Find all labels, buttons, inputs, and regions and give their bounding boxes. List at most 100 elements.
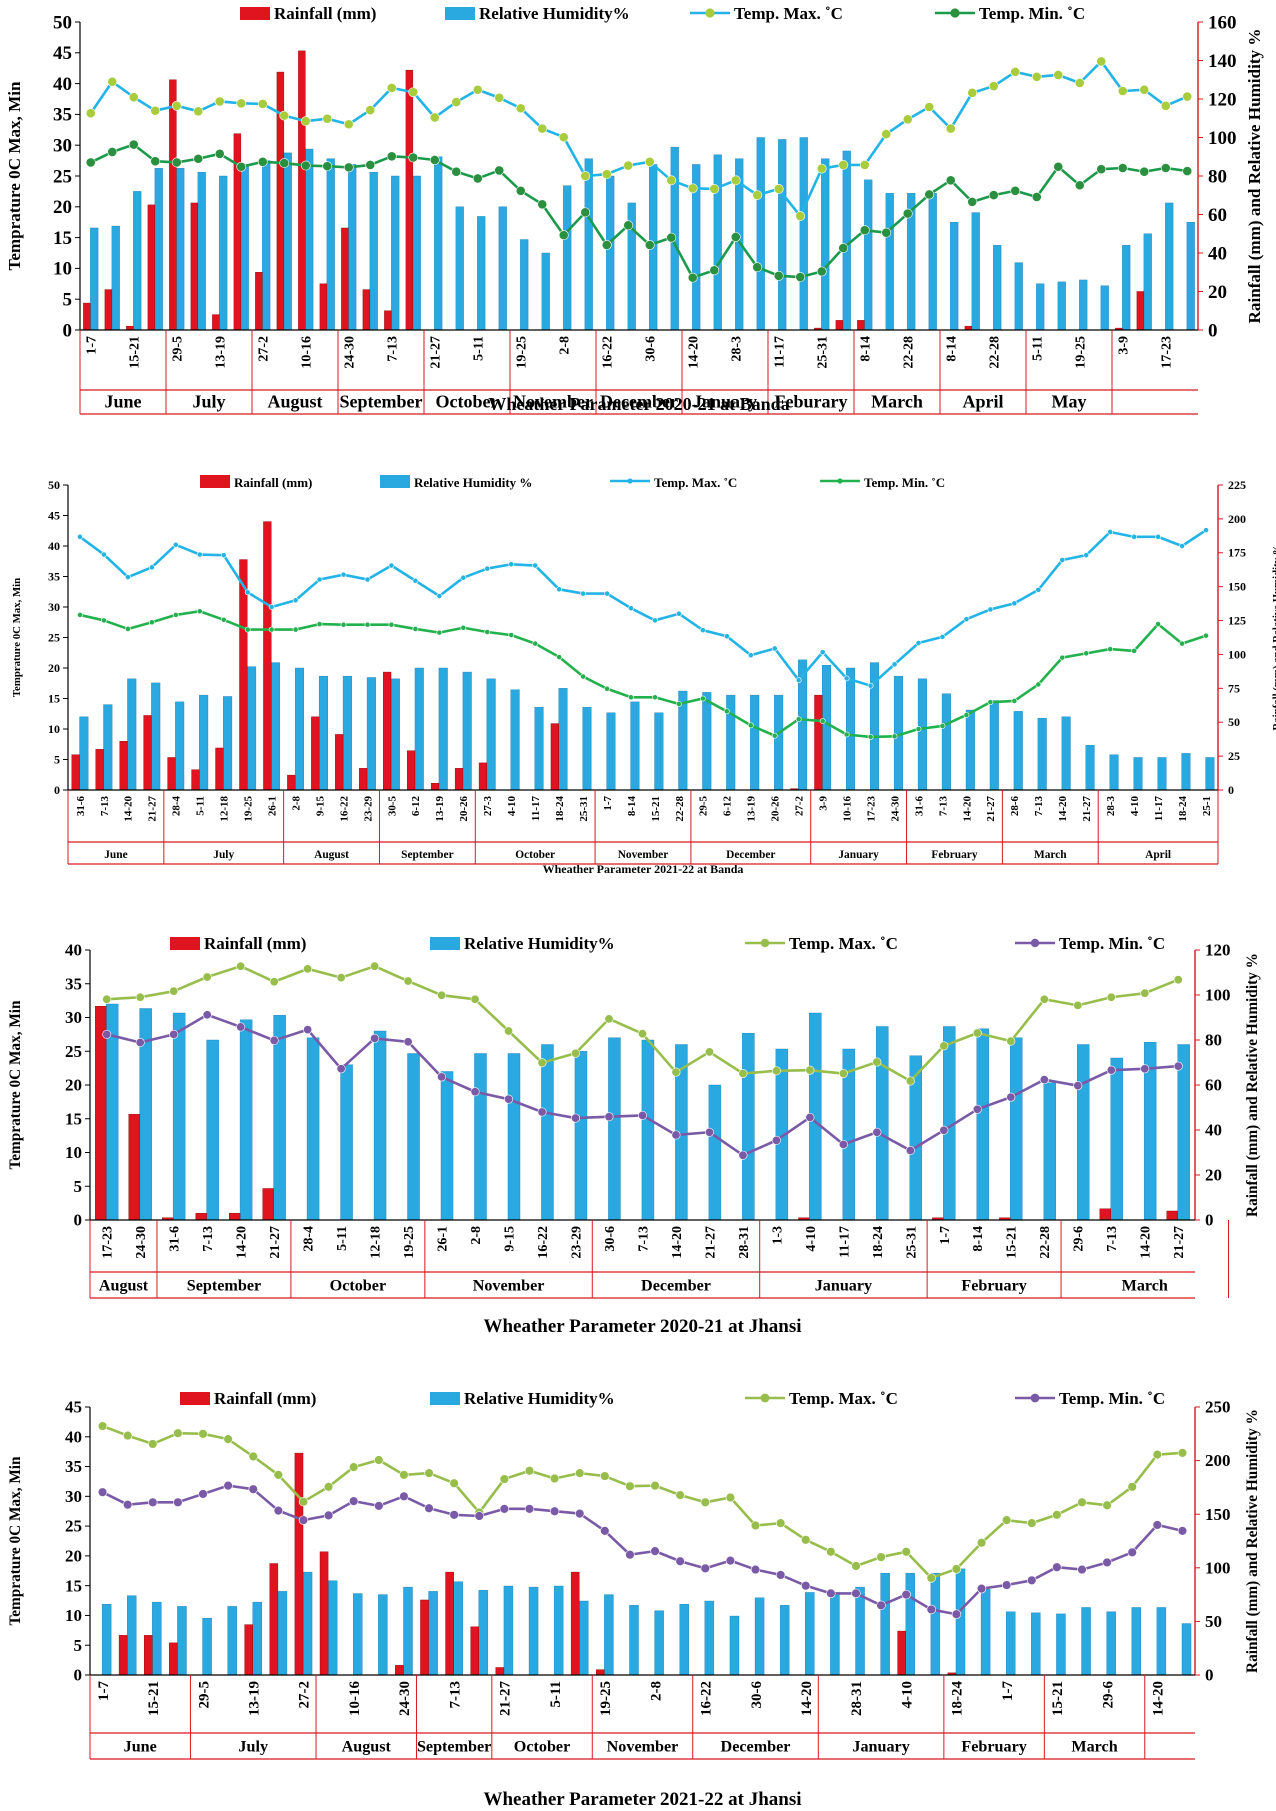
left-axis-tick-label: 40 <box>65 1427 82 1446</box>
tmax-point <box>838 160 849 170</box>
right-axis-tick-label: 150 <box>1205 1505 1231 1524</box>
legend-rain-swatch <box>200 475 230 488</box>
tmax-point <box>1106 992 1116 1002</box>
right-axis-tick-label: 80 <box>1208 166 1227 187</box>
tmax-point <box>537 123 548 134</box>
week-tick-label: 26-1 <box>266 796 278 816</box>
rh-bar <box>989 700 999 791</box>
tmin-point <box>399 1491 409 1502</box>
tmin-point <box>128 139 139 150</box>
tmin-point <box>408 152 419 163</box>
tmax-point <box>838 1069 848 1079</box>
right-axis-tick-label: 175 <box>1228 546 1246 560</box>
week-tick-label: 1-7 <box>938 1226 953 1245</box>
week-tick-label: 5-11 <box>195 796 207 816</box>
tmax-point <box>365 105 376 115</box>
rain-bar <box>570 1571 580 1676</box>
tmin-point <box>915 726 922 732</box>
tmin-point <box>963 712 970 718</box>
rain-bar <box>341 227 349 331</box>
tmax-point <box>795 677 802 684</box>
tmin-point <box>1127 1547 1137 1558</box>
legend-tmax-marker <box>627 478 633 484</box>
tmax-point <box>198 1429 208 1439</box>
tmax-point <box>408 87 419 98</box>
rain-bar <box>319 1551 329 1676</box>
tmin-point <box>1059 654 1066 661</box>
rain-bar <box>190 202 199 331</box>
month-label: January <box>852 1739 909 1756</box>
tmin-point <box>650 1546 660 1556</box>
tmax-point <box>472 84 483 95</box>
month-label: September <box>339 391 422 411</box>
tmax-point <box>951 1564 962 1574</box>
legend-rain-swatch <box>240 7 270 20</box>
tmax-point <box>650 1480 660 1491</box>
tmax-point <box>816 163 827 174</box>
right-axis-title: Rainfall (mm) and Relative Humidity % <box>1244 1409 1261 1673</box>
week-tick-label: 30-6 <box>749 1681 765 1709</box>
month-label: November <box>473 1278 545 1295</box>
right-axis-tick-label: 20 <box>1208 282 1227 303</box>
rain-bar <box>95 749 104 791</box>
week-tick-label: 19-25 <box>402 1226 417 1259</box>
month-label: March <box>1071 1739 1117 1756</box>
rh-bar <box>1037 717 1047 791</box>
tmin-point <box>891 733 898 740</box>
tmin-point <box>867 734 874 740</box>
rh-bar <box>1081 1607 1091 1676</box>
week-tick-label: 7-13 <box>1033 796 1045 817</box>
rh-bar <box>498 206 507 331</box>
tmax-point <box>575 1468 585 1478</box>
tmax-point <box>859 160 870 170</box>
tmin-point <box>532 640 539 647</box>
week-tick-label: 18-24 <box>554 796 566 822</box>
tmax-point <box>524 1466 535 1476</box>
tmax-point <box>644 156 655 167</box>
rh-bar <box>152 1601 162 1676</box>
legend-rh-swatch <box>380 475 410 488</box>
week-tick-label: 2-8 <box>469 1226 484 1245</box>
left-axis-tick-label: 20 <box>65 1076 82 1095</box>
chart-panel-banda-2020-21: 0 5 10 15 20 25 30 35 40 45 50 0 20 40 60 80 100 120 140 16… <box>0 0 1276 420</box>
week-tick-label: 12-18 <box>369 1226 384 1259</box>
rh-bar <box>822 665 832 791</box>
rh-bar <box>1061 716 1071 791</box>
tmax-point <box>1131 533 1138 540</box>
rh-bar <box>391 175 400 331</box>
left-axis-title: Temprature 0C Max, Min <box>7 1000 24 1170</box>
tmin-point <box>1077 1564 1087 1575</box>
left-axis-tick-label: 35 <box>65 1457 82 1476</box>
tmax-point <box>558 132 569 143</box>
rh-bar <box>1031 1612 1041 1676</box>
tmax-point <box>939 1041 949 1051</box>
tmax-point <box>150 105 161 116</box>
rh-bar <box>1122 245 1131 331</box>
tmin-point <box>902 208 913 219</box>
week-tick-label: 5-11 <box>335 1226 350 1251</box>
legend-tmin-marker <box>837 478 843 484</box>
tmin-point <box>449 1510 459 1520</box>
legend-tmax-label: Temp. Max. ˚C <box>734 4 843 23</box>
month-label: January <box>693 391 757 411</box>
tmax-point <box>549 1473 560 1484</box>
week-tick-label: 11-17 <box>837 1226 852 1258</box>
rh-bar <box>239 1019 253 1221</box>
right-axis-tick-label: 50 <box>1228 715 1240 729</box>
rh-bar <box>950 221 959 331</box>
tmax-point <box>303 964 313 974</box>
tmax-point <box>1177 1448 1188 1458</box>
tmax-point <box>386 83 397 93</box>
tmin-point <box>723 708 730 715</box>
rh-bar <box>283 152 292 331</box>
left-axis-tick-label: 35 <box>53 105 72 126</box>
left-axis-tick-label: 45 <box>53 43 72 64</box>
week-tick-label: 14-20 <box>961 796 973 822</box>
tmin-point <box>851 1588 861 1599</box>
rh-bar <box>342 675 352 791</box>
rain-bar <box>857 320 865 331</box>
week-tick-label: 31-6 <box>168 1226 183 1252</box>
legend-tmin-marker <box>1030 938 1040 948</box>
tmax-point <box>1173 975 1183 985</box>
rh-bar <box>558 688 568 791</box>
